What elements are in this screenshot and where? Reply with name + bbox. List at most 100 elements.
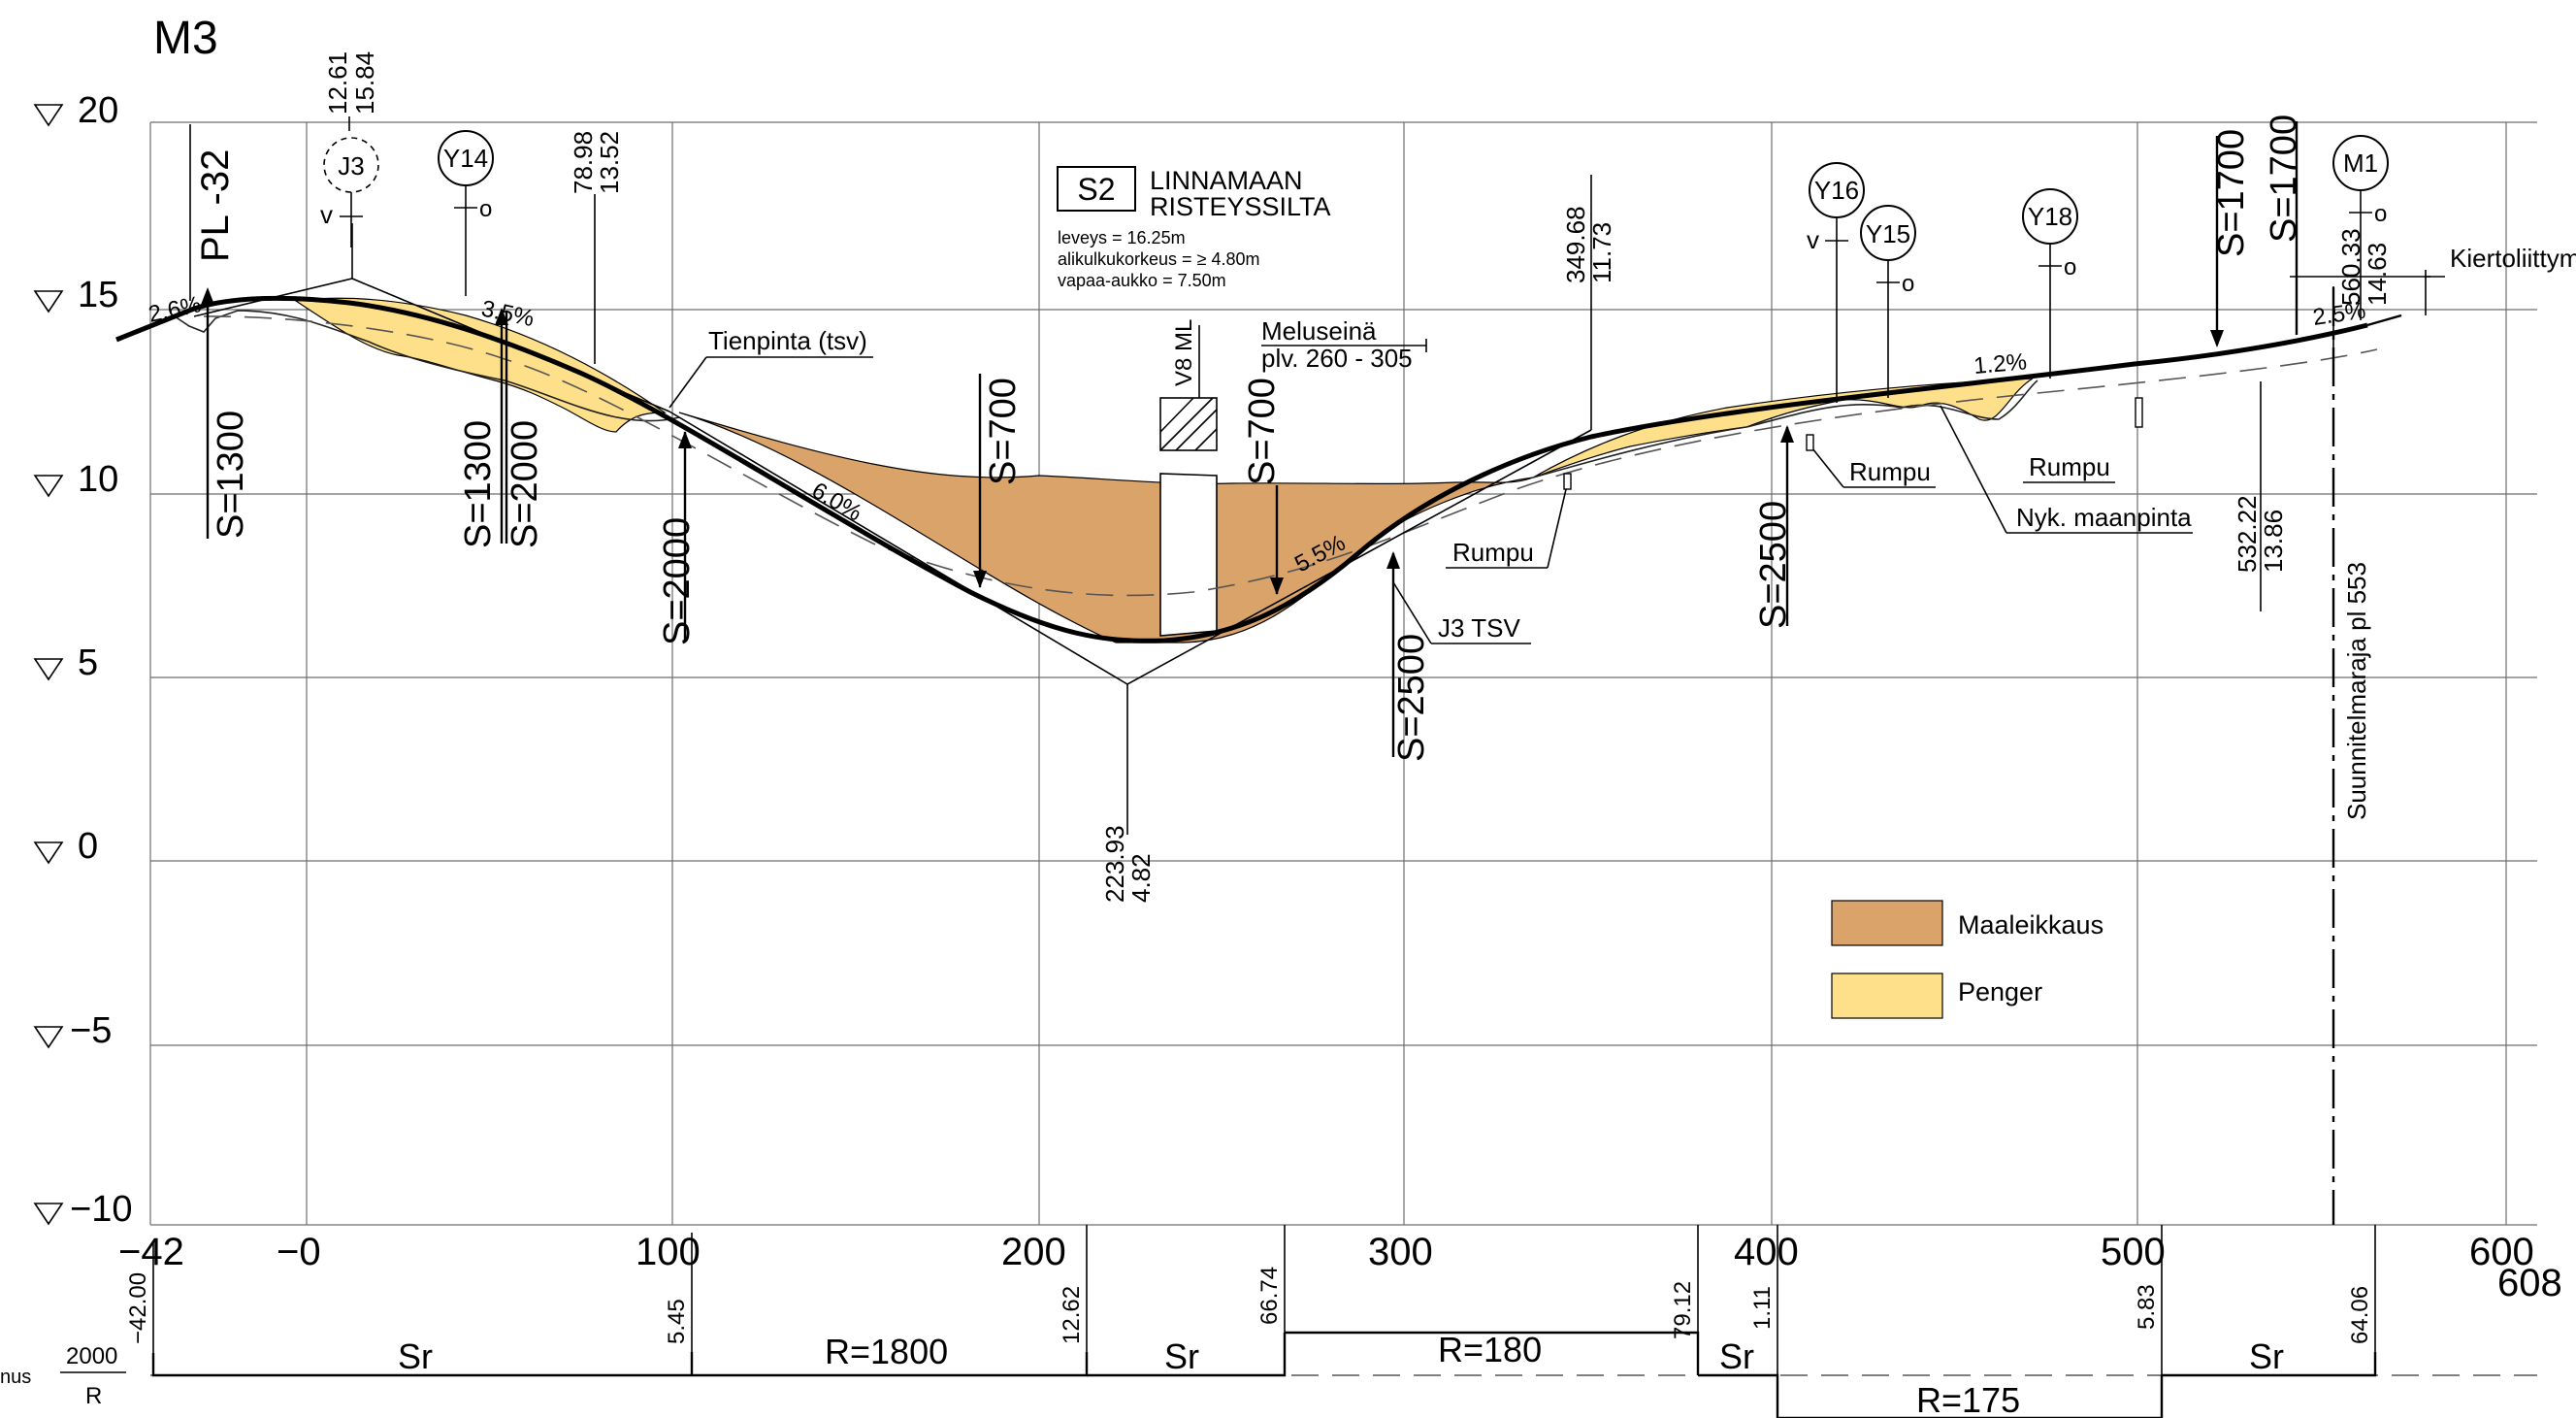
bridge-opening: [1159, 473, 1218, 637]
vertex-station: 532.22: [2233, 495, 2262, 573]
roundabout-label: Kiertoliittymä: [2450, 244, 2576, 273]
culvert-label: Rumpu: [2029, 452, 2110, 481]
alignment-segment: R=175: [1916, 1380, 2020, 1418]
vertex-station: 349.68: [1561, 206, 1590, 283]
elevation-label: 15: [78, 275, 118, 315]
pl-marker: PL -32: [189, 124, 237, 301]
bridge-code: S2: [1077, 172, 1115, 207]
alignment-segment: Sr: [1719, 1336, 1754, 1376]
vertical-curve-label: S=2000: [657, 517, 698, 645]
pl-label: PL -32: [194, 149, 237, 262]
profile-grid: [149, 121, 2537, 1226]
svg-text:o: o: [1902, 271, 1914, 297]
elevation-marker: 5: [33, 643, 98, 683]
svg-text:Y14: Y14: [443, 144, 488, 173]
point-markers: J3 v Y14 o Y16 v Y15 o Y18: [320, 130, 2389, 403]
alignment-segment: R=180: [1438, 1330, 1542, 1369]
vertical-curve-label: S=700: [983, 378, 1024, 485]
vertex-elevation: 14.63: [2363, 243, 2392, 306]
culvert-label: Rumpu: [1849, 457, 1931, 486]
svg-text:o: o: [479, 196, 492, 222]
vertex-labels: 12.61 15.84 78.98 13.52 223.93 4.82 349.…: [323, 51, 2430, 903]
end-station-label: 608: [2497, 1262, 2562, 1304]
station-label: −42: [118, 1231, 184, 1273]
legend-swatch-cut: [1831, 900, 1943, 946]
marker-j3: J3 v: [320, 137, 379, 247]
station-label: 400: [1734, 1231, 1799, 1273]
road-surface-line: [115, 295, 2368, 643]
road-end-segment: [2366, 313, 2402, 327]
alignment-segment: R=1800: [825, 1332, 948, 1371]
elevation-label: 0: [78, 826, 98, 867]
existing-ground-label: Nyk. maanpinta: [2016, 503, 2192, 532]
marker-y18: Y18 o: [2022, 188, 2078, 379]
legend-label: Maaleikkaus: [1958, 910, 2103, 940]
slope-label: 1.2%: [1973, 348, 2028, 379]
svg-text:Y18: Y18: [2028, 202, 2072, 231]
elevation-scale: 20 15 10 5 0 −5 −10: [33, 90, 132, 1230]
vertical-curve-label: S=1700: [2264, 115, 2304, 243]
marker-y15: Y15 o: [1860, 205, 1916, 398]
alignment-side-bottom: R: [85, 1383, 102, 1409]
cut-area: [678, 412, 1534, 643]
elevation-marker: −10: [33, 1189, 132, 1230]
embankment-area-right: [1532, 378, 2034, 478]
vertex-station: 78.98: [569, 131, 598, 194]
bridge-name-line1: LINNAMAAN: [1150, 166, 1303, 195]
noise-wall-annotation: V8 ML Meluseinä plv. 260 - 305: [1159, 316, 1427, 451]
bridge-width: leveys = 16.25m: [1058, 228, 1186, 247]
vertex-elevation: 4.82: [1126, 853, 1156, 903]
svg-text:J3: J3: [338, 151, 364, 181]
alignment-breakpoint: 66.74: [1256, 1267, 1283, 1325]
svg-text:v: v: [320, 200, 333, 229]
station-label: 100: [636, 1231, 701, 1273]
existing-ground-line: [174, 310, 680, 422]
alignment-breakpoint: 5.83: [2134, 1284, 2160, 1330]
v8ml-label: V8 ML: [1171, 319, 1197, 386]
alignment-segment: Sr: [398, 1336, 433, 1376]
legend-label: Penger: [1958, 977, 2042, 1006]
plan-limit-label: Suunnitelmaraja pl 553: [2342, 562, 2371, 820]
marker-y16: Y16 v: [1807, 162, 1865, 403]
noise-wall-range: plv. 260 - 305: [1261, 344, 1413, 373]
vertex-station: 223.93: [1100, 825, 1129, 903]
alignment-breakpoint: −42.00: [125, 1272, 151, 1344]
marker-y14: Y14 o: [438, 130, 494, 296]
drawing-title: M3: [153, 13, 218, 64]
existing-ground-line-right: [1532, 379, 2038, 478]
marker-m1: M1 o: [2332, 135, 2389, 320]
elevation-marker: 15: [33, 275, 118, 315]
vertical-curve-label: S=1300: [458, 420, 499, 548]
bridge-span: vapaa-aukko = 7.50m: [1058, 271, 1226, 290]
vertex-elevation: 13.86: [2259, 510, 2288, 573]
station-label: −0: [277, 1231, 321, 1273]
vertex-elevation: 15.84: [350, 51, 379, 115]
vertical-curve-label: S=1700: [2211, 129, 2252, 257]
bridge-info: S2 LINNAMAAN RISTEYSSILTA leveys = 16.25…: [1057, 166, 1331, 290]
bridge-name-line2: RISTEYSSILTA: [1150, 192, 1331, 221]
elevation-label: −5: [70, 1010, 112, 1051]
elevation-marker: 0: [33, 826, 98, 867]
legend-swatch-embankment: [1831, 973, 1943, 1019]
vertical-curve-label: S=2000: [505, 420, 545, 548]
alignment-segment: Sr: [2249, 1336, 2284, 1376]
svg-text:o: o: [2374, 201, 2387, 227]
surface-label: Tienpinta (tsv): [708, 326, 867, 355]
vertical-curve-label: S=1300: [211, 411, 251, 539]
station-scale: −42 −0 100 200 300 400 500 600 608: [118, 1231, 2562, 1304]
station-label: 600: [2469, 1231, 2534, 1273]
alignment-breakpoint: 64.06: [2347, 1286, 2373, 1344]
svg-text:o: o: [2064, 254, 2076, 280]
horizontal-alignment: nus 2000 R −42.00 5.45 12.62 66.74 79.12…: [0, 1225, 2537, 1418]
svg-text:v: v: [1807, 225, 1819, 254]
j3tsv-label: J3 TSV: [1438, 613, 1520, 643]
vertex-station: 12.61: [323, 51, 352, 115]
noise-wall-label: Meluseinä: [1261, 316, 1377, 346]
bridge-clearance: alikulkukorkeus = ≥ 4.80m: [1058, 249, 1259, 269]
text-annotations: Tienpinta (tsv) Rumpu Rumpu Rumpu Nyk. m…: [668, 244, 2576, 644]
station-label: 500: [2101, 1231, 2166, 1273]
station-label: 200: [1001, 1231, 1066, 1273]
alignment-breakpoint: 79.12: [1670, 1281, 1696, 1339]
vertical-curve-label: S=700: [1242, 378, 1283, 485]
